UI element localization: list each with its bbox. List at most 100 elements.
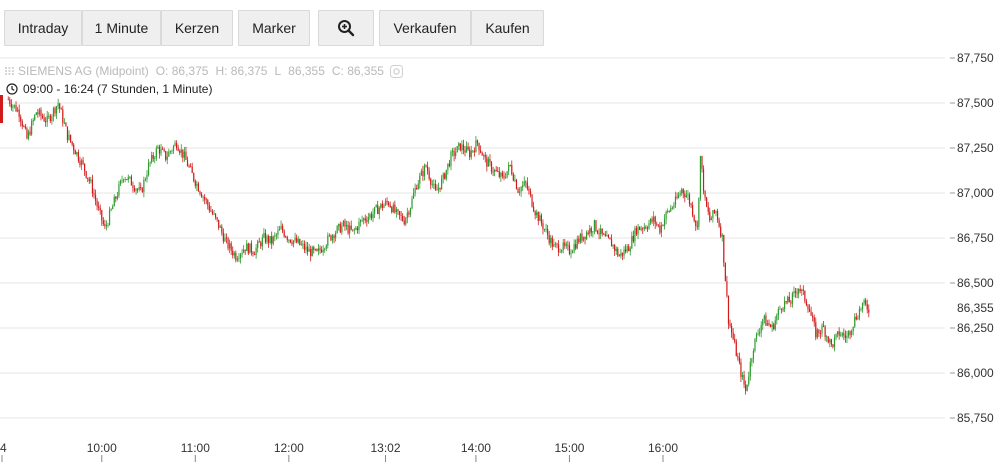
candle-body (375, 205, 377, 208)
candle-body (671, 207, 673, 209)
candle-body (461, 144, 463, 151)
candle-body (732, 332, 734, 340)
candle-body (804, 290, 806, 302)
candle-body (687, 194, 689, 196)
low-label: L (274, 64, 282, 78)
candle-body (88, 178, 90, 182)
candle-body (426, 166, 429, 172)
interval-button[interactable]: 1 Minute (82, 10, 161, 46)
candle-body (233, 252, 235, 256)
candle-body (124, 179, 126, 180)
candle-body (419, 175, 421, 184)
candle-body (570, 253, 572, 254)
zoom-button[interactable] (318, 10, 374, 46)
candle-body (302, 243, 304, 245)
candle-body (193, 173, 195, 181)
candle-body (844, 335, 846, 338)
candle-body (317, 248, 320, 251)
candle-body (264, 232, 267, 243)
candle-body (347, 224, 349, 234)
price-chart[interactable]: 87,750 87,500 87,250 87,000 86,750 86,500 86,2… (0, 50, 1000, 462)
candle-body (238, 258, 240, 260)
candle-body (475, 140, 477, 153)
candle-body (154, 158, 156, 159)
intraday-button[interactable]: Intraday (4, 10, 82, 46)
candle-body (550, 237, 552, 244)
candle-body (40, 109, 42, 116)
zoom-in-icon (338, 20, 355, 37)
candle-body (60, 108, 62, 110)
candle-body (730, 325, 733, 333)
candle-body (333, 235, 335, 238)
candle-body (837, 331, 839, 335)
candle-body (810, 311, 812, 316)
candle-body (617, 248, 619, 256)
candle-body (160, 148, 162, 154)
candle-body (388, 202, 390, 205)
candle-body (280, 225, 282, 230)
candle-body (459, 143, 461, 151)
candle-body (222, 232, 224, 242)
candle-body (774, 320, 776, 330)
candle-body (796, 292, 798, 294)
clock-icon (6, 83, 18, 95)
candle-body (500, 172, 502, 177)
candle-body (495, 170, 497, 172)
candle-body (748, 376, 750, 385)
candle-body (394, 204, 396, 213)
candle-body (277, 230, 279, 235)
chart-style-button[interactable]: Kerzen (161, 10, 233, 46)
sell-button[interactable]: Verkaufen (379, 10, 471, 46)
candle-body (98, 206, 100, 208)
candle-body (749, 362, 751, 377)
candle-body (609, 237, 611, 240)
candle-body (383, 204, 385, 208)
candle-body (523, 181, 525, 186)
visibility-icon[interactable] (4, 66, 16, 76)
candle-body (328, 235, 330, 236)
candle-body (364, 218, 366, 221)
candle-body (190, 166, 192, 168)
candle-body (788, 296, 790, 303)
candle-body (316, 249, 318, 251)
candle-body (43, 117, 45, 122)
candle-body (709, 211, 711, 221)
candle-body (169, 151, 171, 153)
marker-button[interactable]: Marker (238, 10, 310, 46)
candle-body (7, 99, 9, 101)
candle-body (648, 223, 650, 229)
candle-body (205, 199, 207, 201)
candle-body (69, 134, 72, 142)
candle-body (172, 145, 175, 151)
candle-body (716, 211, 719, 221)
candle-body (52, 108, 55, 117)
candle-body (283, 231, 285, 237)
candle-body (595, 220, 597, 231)
candle-body (514, 179, 516, 181)
quote-info: SIEMENS AG (Midpoint) O: 86,375 H: 86,37… (4, 64, 403, 78)
candle-body (263, 232, 265, 238)
candle-body (465, 146, 468, 153)
candle-body (746, 384, 748, 391)
candle-body (503, 175, 505, 178)
candle-body (865, 300, 867, 305)
candle-body (294, 237, 296, 241)
candle-body (695, 220, 697, 226)
candle-body (684, 193, 686, 198)
candle-body (194, 180, 196, 186)
candle-body (755, 334, 758, 339)
candle-body (261, 237, 263, 247)
candle-body (629, 248, 631, 252)
candle-body (105, 225, 108, 227)
candle-body (26, 128, 28, 139)
candle-body (218, 219, 220, 228)
candle-body (355, 227, 357, 230)
candle-body (266, 236, 268, 243)
candle-body (378, 207, 380, 215)
candle-body (336, 226, 338, 233)
candle-body (87, 177, 89, 179)
candle-body (373, 207, 376, 214)
buy-button[interactable]: Kaufen (471, 10, 544, 46)
gear-icon[interactable] (389, 64, 403, 78)
candle-body (688, 194, 691, 204)
